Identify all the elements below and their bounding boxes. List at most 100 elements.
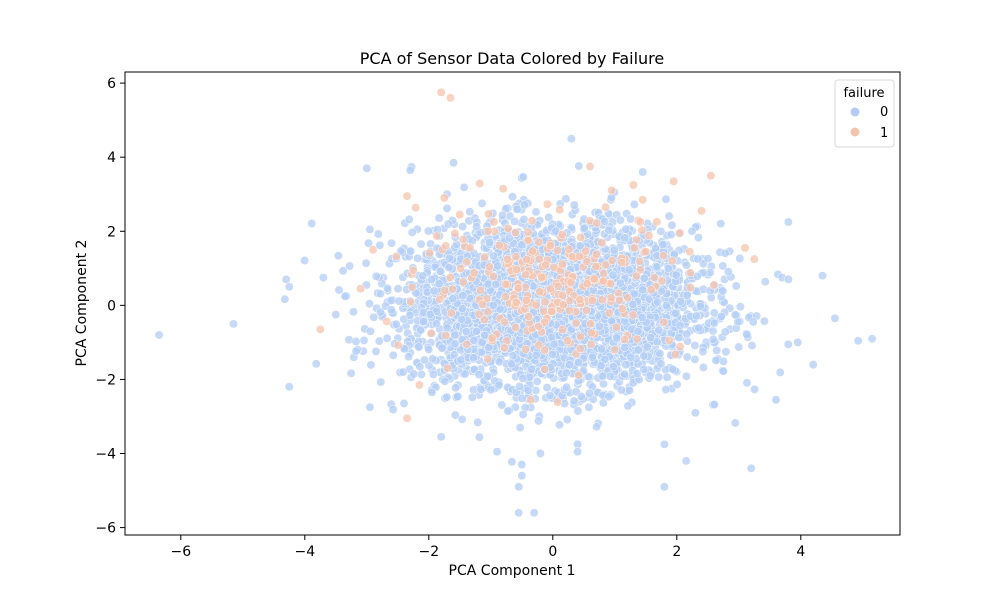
scatter-point-failure-0 xyxy=(718,356,728,366)
scatter-point-failure-0 xyxy=(371,346,381,356)
scatter-point-failure-0 xyxy=(579,224,589,233)
scatter-point-failure-1 xyxy=(686,283,696,293)
scatter-point-failure-0 xyxy=(632,369,642,378)
scatter-point-failure-0 xyxy=(654,372,664,382)
scatter-point-failure-0 xyxy=(474,370,484,380)
scatter-point-failure-1 xyxy=(575,344,585,354)
scatter-point-failure-0 xyxy=(626,352,636,362)
scatter-point-failure-0 xyxy=(663,263,673,273)
scatter-point-failure-0 xyxy=(793,337,803,347)
scatter-point-failure-1 xyxy=(456,264,465,273)
scatter-point-failure-0 xyxy=(731,281,741,291)
scatter-point-failure-0 xyxy=(531,207,541,217)
scatter-point-failure-0 xyxy=(605,371,615,381)
scatter-point-failure-1 xyxy=(462,339,472,349)
scatter-point-failure-0 xyxy=(818,271,827,281)
scatter-point-failure-0 xyxy=(281,274,291,284)
scatter-point-failure-0 xyxy=(573,439,583,449)
scatter-point-failure-1 xyxy=(315,324,325,334)
scatter-point-failure-0 xyxy=(693,233,703,243)
scatter-point-failure-1 xyxy=(425,248,435,258)
scatter-point-failure-0 xyxy=(508,351,518,361)
scatter-point-failure-1 xyxy=(686,268,695,278)
scatter-point-failure-0 xyxy=(471,326,481,336)
scatter-point-failure-1 xyxy=(540,364,550,374)
scatter-point-failure-0 xyxy=(574,358,584,367)
scatter-point-failure-0 xyxy=(626,214,636,224)
scatter-point-failure-1 xyxy=(601,202,610,212)
scatter-point-failure-1 xyxy=(475,179,485,188)
scatter-point-failure-0 xyxy=(621,224,631,234)
scatter-point-failure-1 xyxy=(587,296,597,306)
scatter-point-failure-1 xyxy=(592,218,602,228)
scatter-point-failure-0 xyxy=(638,285,648,295)
scatter-point-failure-1 xyxy=(623,293,633,303)
scatter-point-failure-0 xyxy=(690,408,700,418)
scatter-point-failure-1 xyxy=(586,340,596,349)
scatter-point-failure-0 xyxy=(667,220,677,230)
scatter-point-failure-0 xyxy=(461,327,471,336)
scatter-point-failure-1 xyxy=(435,294,445,304)
scatter-point-failure-0 xyxy=(504,233,514,243)
scatter-point-failure-0 xyxy=(362,163,372,173)
scatter-point-failure-1 xyxy=(547,306,556,316)
scatter-point-failure-0 xyxy=(514,482,524,492)
scatter-point-failure-0 xyxy=(565,360,575,370)
scatter-point-failure-0 xyxy=(661,385,671,394)
x-tick-label: 2 xyxy=(672,544,681,560)
scatter-point-failure-1 xyxy=(620,335,630,345)
scatter-point-failure-0 xyxy=(639,351,649,361)
scatter-point-failure-1 xyxy=(575,295,585,305)
scatter-point-failure-1 xyxy=(585,162,595,171)
scatter-point-failure-0 xyxy=(428,369,438,379)
scatter-point-failure-0 xyxy=(612,333,622,343)
scatter-point-failure-1 xyxy=(558,325,567,335)
scatter-point-failure-0 xyxy=(284,382,294,392)
scatter-point-failure-1 xyxy=(644,231,654,241)
y-tick-label: 4 xyxy=(107,150,116,166)
scatter-point-failure-0 xyxy=(672,379,682,389)
scatter-point-failure-1 xyxy=(484,262,494,272)
scatter-point-failure-1 xyxy=(411,203,421,213)
scatter-point-failure-1 xyxy=(582,257,592,267)
scatter-point-failure-1 xyxy=(599,276,608,286)
legend-label-1: 1 xyxy=(880,126,888,141)
scatter-point-failure-0 xyxy=(746,463,756,473)
scatter-point-failure-0 xyxy=(735,302,745,312)
scatter-point-failure-1 xyxy=(445,273,455,283)
scatter-point-failure-0 xyxy=(747,341,757,351)
scatter-point-failure-0 xyxy=(600,216,610,226)
scatter-point-failure-1 xyxy=(455,210,465,220)
scatter-point-failure-1 xyxy=(540,345,550,355)
scatter-point-failure-1 xyxy=(356,284,366,294)
scatter-point-failure-0 xyxy=(615,215,625,225)
scatter-point-failure-1 xyxy=(502,254,512,264)
scatter-point-failure-1 xyxy=(670,349,680,359)
scatter-point-failure-1 xyxy=(448,284,457,294)
scatter-point-failure-0 xyxy=(517,471,527,481)
scatter-point-failure-0 xyxy=(730,310,740,320)
scatter-point-failure-0 xyxy=(427,274,436,284)
scatter-point-failure-1 xyxy=(610,345,620,355)
scatter-point-failure-0 xyxy=(361,258,371,268)
scatter-point-failure-0 xyxy=(666,230,676,240)
scatter-point-failure-0 xyxy=(374,336,384,346)
scatter-point-failure-0 xyxy=(674,333,684,342)
scatter-point-failure-0 xyxy=(483,371,492,381)
scatter-point-failure-0 xyxy=(629,199,639,209)
scatter-point-failure-0 xyxy=(434,279,444,289)
scatter-point-failure-1 xyxy=(611,322,621,332)
scatter-point-failure-0 xyxy=(365,326,375,336)
plot-frame xyxy=(124,71,901,536)
scatter-point-failure-0 xyxy=(716,311,726,321)
scatter-point-failure-1 xyxy=(474,309,484,319)
scatter-point-failure-0 xyxy=(469,353,478,363)
scatter-point-failure-1 xyxy=(675,228,685,238)
scatter-point-failure-0 xyxy=(488,300,498,310)
scatter-point-failure-1 xyxy=(511,252,521,262)
scatter-point-failure-0 xyxy=(625,385,634,395)
scatter-point-failure-0 xyxy=(573,447,583,457)
scatter-point-failure-1 xyxy=(637,225,647,235)
scatter-point-failure-0 xyxy=(596,361,606,371)
